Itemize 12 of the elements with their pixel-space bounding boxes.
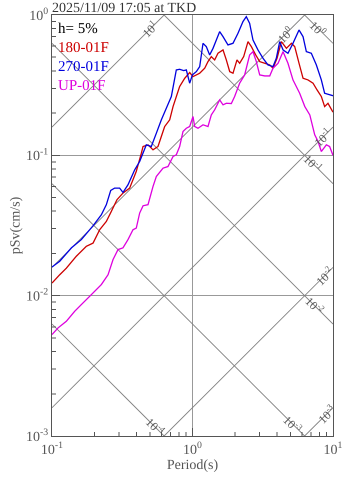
y-tick-label: 10$^{-2}$ <box>26 286 48 305</box>
y-tick-label: 10$^{-1}$ <box>26 146 48 164</box>
x-tick-label: 10$^{0}$ <box>183 440 202 458</box>
x-axis-title: Period(s) <box>166 458 218 474</box>
text: 180-01F <box>58 40 109 56</box>
chart-title: 2025/11/09 17:05 at TKD <box>52 0 196 16</box>
y-tick-label: 10$^{0}$ <box>29 6 48 24</box>
y-axis-title: pSv(cm/s) <box>8 196 24 254</box>
text: 270-01F <box>58 59 109 75</box>
text: UP-01F <box>58 78 106 94</box>
x-tick-label: 10$^{1}$ <box>324 440 343 458</box>
legend-title: h= 5% <box>58 21 98 37</box>
